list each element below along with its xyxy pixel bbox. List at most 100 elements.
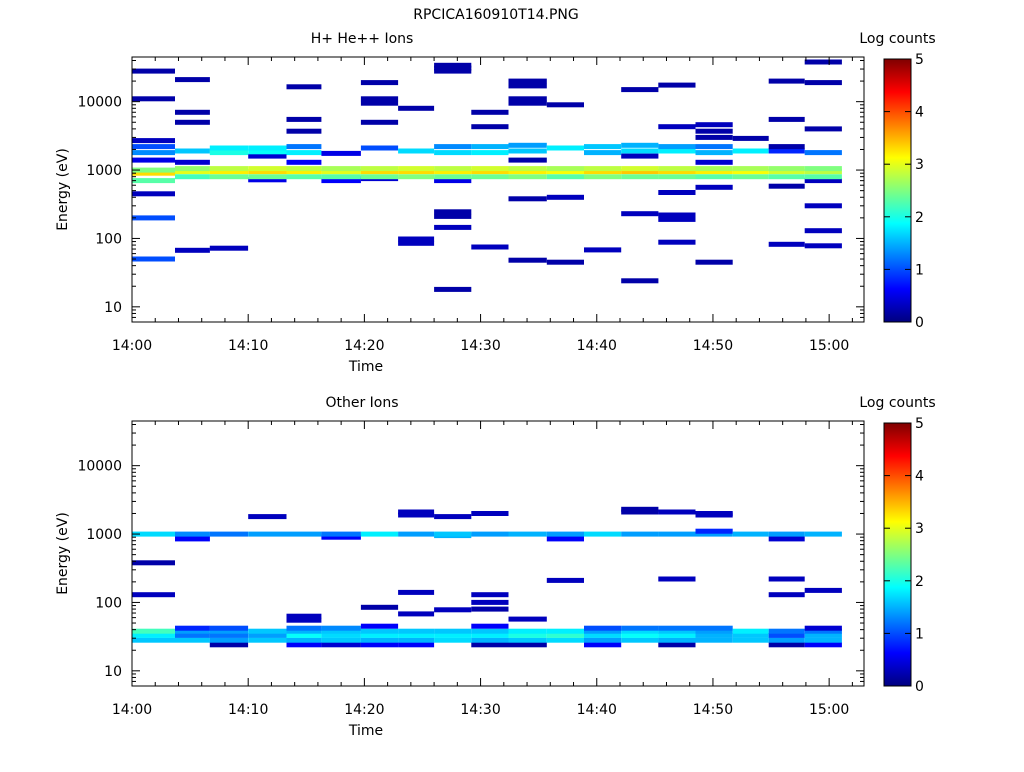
colorbar-tick-label: 2: [915, 574, 924, 590]
heatmap-cell: [584, 625, 622, 631]
heatmap-cell: [175, 628, 210, 634]
heatmap-cell: [434, 637, 472, 643]
heatmap-cell: [695, 511, 733, 516]
heatmap-cell: [658, 632, 696, 638]
colorbar-tick-label: 5: [915, 52, 924, 68]
heatmap-cell: [732, 135, 769, 141]
heatmap-cell: [286, 637, 322, 643]
heatmap-cell: [175, 536, 210, 542]
heatmap-cell: [804, 243, 842, 249]
heatmap-cell: [175, 531, 210, 537]
colorbar: 0 1 2 3 4 5 Log counts: [859, 31, 935, 331]
heatmap-cell: [248, 169, 287, 175]
heatmap-cell: [658, 642, 696, 648]
heatmap-cell: [286, 174, 322, 180]
heatmap-cell: [546, 102, 584, 108]
heatmap-cell: [508, 96, 547, 102]
colorbar-tick-label: 0: [915, 679, 924, 695]
heatmap-cell: [546, 632, 584, 638]
heatmap-cell: [321, 178, 361, 184]
heatmap-cell: [132, 628, 175, 634]
heatmap-cell: [546, 577, 584, 583]
x-tick-label: 15:00: [809, 702, 849, 718]
heatmap-cell: [248, 166, 287, 172]
heatmap-cell: [508, 616, 547, 622]
heatmap-cell: [132, 68, 175, 74]
heatmap-cell: [286, 613, 322, 619]
heatmap-cell: [209, 531, 249, 537]
y-tick-label: 10: [104, 664, 122, 680]
heatmap-cell: [658, 628, 696, 634]
heatmap-cell: [175, 159, 210, 165]
heatmap-cell: [621, 509, 659, 515]
heatmap-cell: [695, 128, 733, 134]
heatmap-cell: [546, 174, 584, 180]
heatmap-cell: [658, 169, 696, 175]
heatmap-cell: [732, 166, 769, 172]
colorbar: 0 1 2 3 4 5 Log counts: [859, 395, 935, 695]
heatmap-cell: [471, 592, 509, 598]
heatmap-cell: [398, 174, 435, 180]
heatmap-cell: [209, 166, 249, 172]
heatmap-cell: [658, 625, 696, 631]
heatmap-cell: [695, 144, 733, 150]
panel-title: Other Ions: [325, 395, 398, 411]
heatmap-cell: [434, 632, 472, 638]
heatmap-cell: [804, 228, 842, 234]
heatmap-cell: [132, 215, 175, 221]
heatmap-cell: [695, 625, 733, 631]
heatmap-cell: [321, 169, 361, 175]
heatmap-cell: [321, 637, 361, 643]
heatmap-cell: [248, 153, 287, 159]
heatmap-cell: [508, 628, 547, 634]
x-tick-label: 14:00: [112, 702, 152, 718]
heatmap-cell: [658, 82, 696, 88]
heatmap-cell: [621, 148, 659, 154]
x-tick-label: 15:00: [809, 338, 849, 354]
heatmap-cell: [132, 96, 175, 102]
heatmap-cell: [321, 632, 361, 638]
heatmap-cell: [398, 628, 435, 634]
heatmap-cell: [584, 169, 622, 175]
plot-frame: [131, 56, 865, 323]
heatmap-cell: [471, 124, 509, 130]
heatmap-cell: [286, 166, 322, 172]
heatmap-cell: [658, 190, 696, 195]
heatmap-cell: [621, 169, 659, 175]
heatmap-cell: [360, 628, 399, 634]
heatmap-cell: [508, 174, 547, 180]
heatmap-cell: [398, 148, 435, 154]
heatmap-cell: [804, 637, 842, 643]
heatmap-cell: [434, 166, 472, 172]
heatmap-cell: [209, 637, 249, 643]
heatmap-cell: [286, 632, 322, 638]
heatmap-cell: [768, 536, 805, 542]
colorbar-tick-label: 5: [915, 416, 924, 432]
heatmap-cell: [248, 531, 287, 537]
heatmap-cell: [248, 628, 287, 634]
heatmap-cell: [804, 126, 842, 132]
heatmap-cell: [768, 148, 805, 154]
heatmap-cell: [695, 632, 733, 638]
heatmap-cell: [508, 196, 547, 202]
heatmap-cell: [546, 536, 584, 542]
x-tick-label: 14:30: [460, 338, 500, 354]
heatmap-cell: [434, 286, 472, 292]
heatmap-cell: [768, 628, 805, 634]
heatmap-cell: [286, 642, 322, 648]
heatmap-cell: [804, 59, 842, 65]
heatmap-cell: [286, 144, 322, 150]
heatmap-cell: [658, 212, 696, 218]
x-tick-label: 14:30: [460, 702, 500, 718]
heatmap-cell: [360, 531, 399, 537]
heatmap-cell: [658, 509, 696, 515]
heatmap-cell: [508, 78, 547, 84]
heatmap-cell: [695, 122, 733, 128]
heatmap-cell: [434, 607, 472, 613]
heatmap-cell: [658, 216, 696, 222]
heatmap-cell: [804, 80, 842, 86]
heatmap-cell: [621, 628, 659, 634]
heatmap-cell: [398, 589, 435, 595]
